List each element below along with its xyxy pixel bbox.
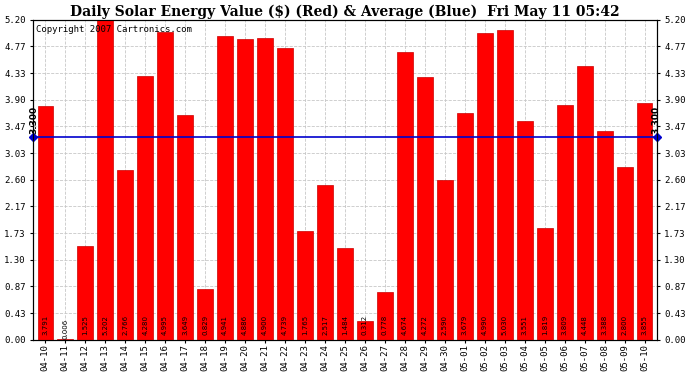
Text: 4.448: 4.448 [582, 315, 588, 335]
Text: 3.649: 3.649 [182, 315, 188, 335]
Bar [337, 249, 353, 340]
Text: 3.300: 3.300 [651, 105, 660, 134]
Bar [277, 48, 293, 340]
Bar [257, 38, 273, 340]
Bar [77, 246, 93, 340]
Bar [357, 321, 373, 340]
Bar [597, 131, 613, 340]
Text: 3.809: 3.809 [562, 315, 568, 335]
Text: 4.272: 4.272 [422, 315, 428, 335]
Text: 1.525: 1.525 [82, 315, 88, 335]
Text: Copyright 2007 Cartronics.com: Copyright 2007 Cartronics.com [37, 24, 193, 33]
Text: 3.855: 3.855 [642, 315, 648, 335]
Bar [237, 39, 253, 340]
Text: 4.995: 4.995 [162, 315, 168, 335]
Bar [457, 113, 473, 340]
Text: 4.990: 4.990 [482, 315, 488, 335]
Bar [317, 185, 333, 340]
Text: 0.006: 0.006 [62, 318, 68, 339]
Text: 2.517: 2.517 [322, 315, 328, 335]
Bar [617, 168, 633, 340]
Text: 4.674: 4.674 [402, 315, 408, 335]
Bar [437, 180, 453, 340]
Text: 3.679: 3.679 [462, 315, 468, 335]
Bar [417, 77, 433, 340]
Text: 4.941: 4.941 [222, 315, 228, 335]
Bar [117, 170, 133, 340]
Text: 0.829: 0.829 [202, 315, 208, 335]
Text: 3.388: 3.388 [602, 315, 608, 335]
Bar [477, 33, 493, 340]
Bar [377, 292, 393, 340]
Bar [157, 32, 173, 340]
Text: 1.765: 1.765 [302, 315, 308, 335]
Bar [217, 36, 233, 340]
Text: 4.886: 4.886 [242, 315, 248, 335]
Bar [637, 102, 653, 340]
Text: 3.791: 3.791 [42, 315, 48, 335]
Bar [397, 52, 413, 340]
Text: 4.739: 4.739 [282, 315, 288, 335]
Text: 5.030: 5.030 [502, 315, 508, 335]
Text: 2.766: 2.766 [122, 315, 128, 335]
Text: 2.800: 2.800 [622, 315, 628, 335]
Text: 2.590: 2.590 [442, 315, 448, 335]
Text: 4.280: 4.280 [142, 315, 148, 335]
Bar [557, 105, 573, 340]
Bar [137, 76, 153, 340]
Text: 4.900: 4.900 [262, 315, 268, 335]
Bar [577, 66, 593, 340]
Text: 0.778: 0.778 [382, 315, 388, 335]
Bar [497, 30, 513, 340]
Text: 1.819: 1.819 [542, 315, 548, 335]
Text: 0.312: 0.312 [362, 315, 368, 335]
Bar [537, 228, 553, 340]
Text: 3.300: 3.300 [30, 105, 39, 134]
Bar [177, 115, 193, 340]
Text: 1.484: 1.484 [342, 315, 348, 335]
Bar [197, 289, 213, 340]
Bar [517, 121, 533, 340]
Text: 3.551: 3.551 [522, 315, 528, 335]
Title: Daily Solar Energy Value ($) (Red) & Average (Blue)  Fri May 11 05:42: Daily Solar Energy Value ($) (Red) & Ave… [70, 4, 620, 18]
Text: 5.202: 5.202 [102, 315, 108, 335]
Bar [297, 231, 313, 340]
Bar [37, 106, 53, 340]
Bar [97, 20, 113, 340]
